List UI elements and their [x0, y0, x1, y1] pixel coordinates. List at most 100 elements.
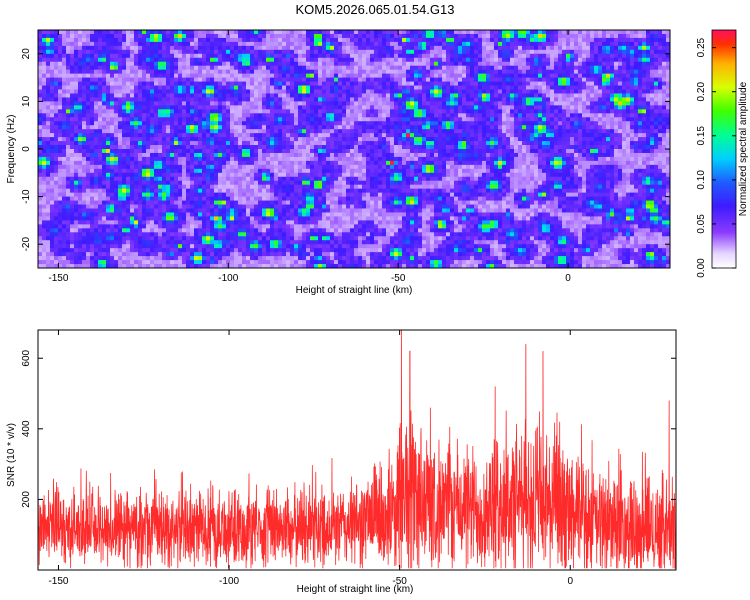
heatmap-cell	[102, 101, 107, 106]
heatmap-cell	[250, 152, 255, 158]
heatmap-cell	[566, 37, 571, 43]
heatmap-cell	[98, 45, 103, 51]
heatmap-cell	[46, 57, 51, 63]
heatmap-cell	[554, 121, 559, 126]
heatmap-cell	[162, 113, 167, 118]
heatmap-cell	[586, 125, 591, 130]
heatmap-cell	[514, 93, 519, 98]
heatmap-cell	[362, 101, 367, 106]
heatmap-cell	[422, 49, 427, 55]
heatmap-cell	[654, 45, 659, 51]
heatmap-cell	[374, 152, 379, 158]
heatmap-cell	[130, 69, 135, 75]
heatmap-cell	[90, 61, 95, 67]
heatmap-cell	[626, 49, 631, 55]
heatmap-cell	[170, 77, 175, 82]
heatmap-cell	[462, 97, 467, 102]
heatmap-cell	[426, 141, 431, 146]
heatmap-cell	[554, 61, 559, 67]
heatmap-cell	[414, 129, 419, 134]
heatmap-cell	[642, 129, 647, 134]
heatmap-cell	[362, 109, 367, 114]
heatmap-cell	[286, 61, 291, 67]
heatmap-cell	[134, 61, 139, 67]
heatmap-cell	[294, 61, 299, 67]
heatmap-cell	[218, 105, 223, 110]
heatmap-cell	[494, 125, 499, 130]
heatmap-cell	[626, 121, 631, 126]
heatmap-cell	[38, 57, 43, 63]
heatmap-cell	[262, 141, 267, 146]
heatmap-cell	[158, 105, 163, 110]
heatmap-cell	[422, 81, 427, 86]
heatmap-cell	[70, 57, 75, 63]
heatmap-cell	[290, 30, 295, 35]
heatmap-cell	[218, 53, 223, 59]
heatmap-cell	[282, 105, 287, 110]
heatmap-cell	[42, 65, 47, 71]
heatmap-cell	[110, 65, 115, 71]
heatmap-cell	[430, 73, 435, 78]
heatmap-cell	[226, 69, 231, 75]
heatmap-cell	[590, 77, 595, 82]
heatmap-cell	[238, 117, 243, 122]
heatmap-cell	[438, 49, 443, 55]
heatmap-cell	[74, 61, 79, 67]
heatmap-cell	[506, 137, 511, 142]
heatmap-cell	[398, 69, 403, 75]
heatmap-cell	[282, 133, 287, 138]
heatmap-cell	[598, 85, 603, 90]
heatmap-cell	[286, 85, 291, 90]
heatmap-cell	[150, 129, 155, 134]
heatmap-cell	[346, 57, 351, 63]
heatmap-cell	[198, 101, 203, 106]
heatmap-cell	[386, 81, 391, 86]
heatmap-cell	[270, 152, 275, 158]
heatmap-cell	[146, 81, 151, 86]
heatmap-cell	[406, 125, 411, 130]
heatmap-cell	[98, 105, 103, 110]
heatmap-cell	[326, 141, 331, 146]
heatmap-cell	[142, 113, 147, 118]
heatmap-cell	[642, 85, 647, 90]
heatmap-cell	[190, 45, 195, 51]
heatmap-cell	[242, 77, 247, 82]
heatmap-cell	[598, 149, 603, 154]
heatmap-cell	[302, 37, 307, 43]
heatmap-cell	[142, 57, 147, 63]
heatmap-cell	[590, 41, 595, 47]
heatmap-cell	[38, 93, 43, 98]
heatmap-cell	[74, 45, 79, 51]
heatmap-cell	[598, 41, 603, 47]
heatmap-cell	[610, 93, 615, 98]
heatmap-cell	[394, 73, 399, 78]
heatmap-cell	[610, 105, 615, 110]
heatmap-cell	[382, 33, 387, 39]
heatmap-cell	[278, 57, 283, 63]
heatmap-cell	[262, 45, 267, 51]
heatmap-cell	[666, 89, 671, 94]
heatmap-cell	[222, 113, 227, 118]
heatmap-cell	[370, 37, 375, 43]
heatmap-cell	[286, 37, 291, 43]
heatmap-cell	[350, 85, 355, 90]
heatmap-cell	[110, 121, 115, 126]
heatmap-cell	[126, 65, 131, 71]
heatmap-cell	[554, 149, 559, 154]
heatmap-cell	[614, 57, 619, 63]
heatmap-cell	[486, 121, 491, 126]
heatmap-cell	[610, 121, 615, 126]
heatmap-cell	[230, 41, 235, 47]
heatmap-cell	[42, 101, 47, 106]
heatmap-cell	[522, 101, 527, 106]
heatmap-cell	[290, 49, 295, 55]
heatmap-cell	[286, 41, 291, 47]
heatmap-cell	[74, 105, 79, 110]
heatmap-cell	[622, 149, 627, 154]
heatmap-cell	[506, 121, 511, 126]
heatmap-cell	[274, 30, 279, 35]
heatmap-cell	[290, 129, 295, 134]
heatmap-cell	[326, 49, 331, 55]
heatmap-cell	[530, 125, 535, 130]
heatmap-cell	[638, 141, 643, 146]
